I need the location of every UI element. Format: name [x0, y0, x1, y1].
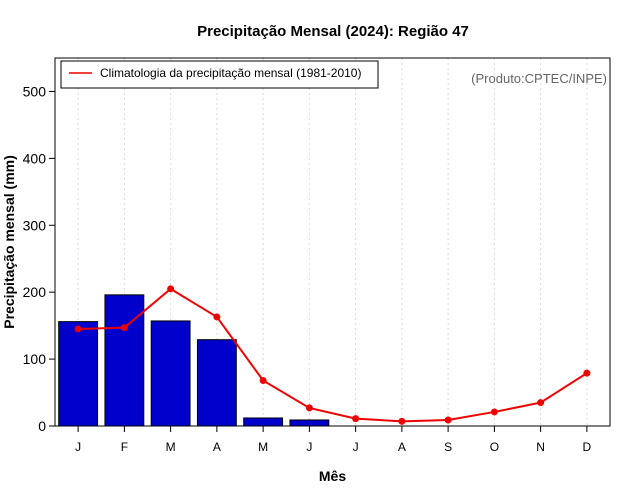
- climatology-point: [305, 404, 313, 412]
- x-tick-label: A: [213, 440, 221, 454]
- x-tick-label: J: [353, 440, 359, 454]
- plot-frame: [54, 57, 611, 427]
- climatology-point: [167, 285, 175, 293]
- legend-box: [60, 60, 379, 89]
- x-tick-label: M: [166, 440, 176, 454]
- y-axis-label: Precipitação mensal (mm): [1, 155, 17, 329]
- x-tick-label: S: [444, 440, 452, 454]
- product-credit: (Produto:CPTEC/INPE): [471, 71, 607, 86]
- bars: [58, 294, 330, 427]
- x-tick-label: M: [258, 440, 268, 454]
- climatology-point: [74, 325, 82, 333]
- bar: [196, 339, 237, 427]
- y-tick-label: 100: [23, 351, 47, 367]
- y-tick-label: 400: [23, 150, 47, 166]
- climatology-point: [352, 415, 360, 423]
- climatology-line-series: [74, 285, 591, 425]
- chart-title: Precipitação Mensal (2024): Região 47: [197, 23, 469, 40]
- y-axis: 0 100 200 300 400 500: [23, 83, 55, 434]
- climatology-point: [583, 369, 591, 377]
- climatology-point: [259, 377, 267, 385]
- x-tick-label: J: [75, 440, 81, 454]
- climatology-point: [120, 324, 128, 332]
- x-tick-label: O: [490, 440, 499, 454]
- legend-label-climatology: Climatologia da precipitação mensal (198…: [100, 66, 361, 80]
- bar: [58, 321, 99, 427]
- x-tick-label: J: [306, 440, 312, 454]
- x-tick-label: D: [583, 440, 592, 454]
- bar: [150, 320, 191, 427]
- x-tick-label: N: [536, 440, 545, 454]
- bar: [289, 419, 330, 427]
- y-tick-label: 500: [23, 83, 47, 99]
- y-tick-label: 300: [23, 217, 47, 233]
- climatology-line: [78, 287, 588, 423]
- climatology-point: [398, 417, 406, 425]
- climatology-point: [213, 313, 221, 321]
- legend: Climatologia da precipitação mensal (198…: [60, 60, 379, 89]
- climatology-point: [490, 408, 498, 416]
- x-axis-label: Mês: [319, 468, 346, 484]
- y-tick-label: 0: [38, 418, 46, 434]
- climatology-point: [537, 399, 545, 407]
- y-tick-label: 200: [23, 284, 47, 300]
- bar: [243, 417, 284, 427]
- bar: [104, 294, 145, 427]
- climatology-point: [444, 416, 452, 424]
- x-tick-label: F: [121, 440, 128, 454]
- x-tick-label: A: [398, 440, 406, 454]
